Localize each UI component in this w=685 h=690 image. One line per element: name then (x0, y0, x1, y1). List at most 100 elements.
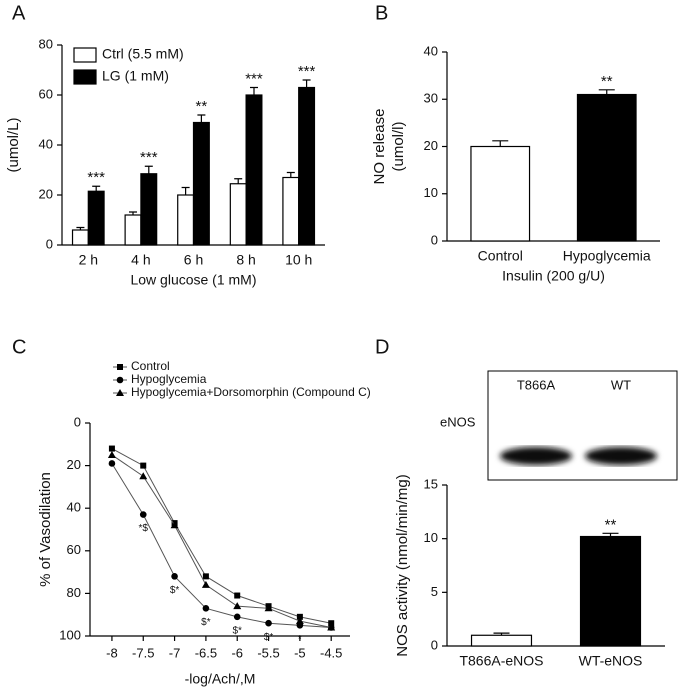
point (202, 605, 210, 612)
y-axis-label: (umol/l) (390, 121, 407, 171)
blot-band (585, 447, 657, 465)
panel-label: A (12, 2, 26, 24)
y-axis-label: NO release (371, 109, 388, 185)
error-bar (602, 532, 619, 537)
x-tick-label: -5.5 (257, 645, 279, 660)
y-tick-label: 20 (424, 138, 438, 153)
point (202, 573, 209, 580)
legend-label: Control (131, 359, 170, 373)
series-line (111, 454, 332, 628)
bar (470, 634, 533, 647)
point (327, 623, 336, 631)
x-axis-label: Insulin (200 g/U) (502, 268, 605, 284)
x-tick-label: -6 (231, 645, 243, 660)
x-tick-label: -7.5 (132, 645, 154, 660)
significance: *** (245, 70, 263, 87)
x-tick-label: -5 (294, 645, 306, 660)
error-bar (302, 79, 311, 88)
bar (140, 173, 158, 246)
x-tick-label: Hypoglycemia (563, 248, 651, 264)
error-bar (286, 171, 295, 178)
y-tick-label: 10 (424, 185, 438, 200)
x-tick-label: -8 (106, 645, 118, 660)
error-bar (76, 226, 85, 230)
significance: *** (87, 169, 105, 186)
legend-swatch (73, 69, 97, 85)
bar (124, 214, 142, 246)
bar (298, 86, 316, 246)
error-bar (197, 114, 206, 123)
y-axis-label: NO release (0, 107, 3, 183)
point (296, 613, 303, 620)
legend-label: Hypoglycemia+Dorsomorphin (Compound C) (131, 385, 371, 399)
point (171, 573, 178, 580)
y-axis-label: % of Vasodilation (37, 472, 54, 587)
panel-label: D (375, 336, 389, 358)
significance: *** (140, 149, 158, 166)
y-tick-label: 10 (424, 530, 438, 545)
bar (229, 183, 247, 246)
x-axis-label: Low glucose (1 mM) (130, 272, 256, 288)
panel-label: C (12, 336, 26, 358)
significance: ** (605, 516, 617, 533)
y-tick-label: 60 (39, 86, 53, 101)
point (116, 389, 124, 396)
error-bar (598, 89, 615, 95)
y-axis-label: NOS activity (nmol/min/mg) (394, 474, 411, 657)
point (295, 617, 304, 625)
error-bar (249, 86, 258, 95)
point (233, 613, 241, 621)
bar (576, 93, 637, 242)
x-tick-label: -7 (169, 645, 181, 660)
blot-band (500, 447, 572, 465)
error-bar (129, 211, 138, 215)
point (117, 364, 123, 370)
error-bar (234, 178, 243, 184)
point (107, 450, 116, 458)
bar (579, 535, 642, 647)
y-tick-label: 30 (424, 91, 438, 106)
bar (87, 190, 105, 246)
point (328, 620, 335, 627)
series-line (111, 463, 332, 628)
y-tick-label: 0 (431, 637, 438, 652)
legend-swatch (73, 47, 97, 63)
bar (177, 194, 195, 246)
point (139, 511, 147, 518)
point (265, 619, 272, 627)
x-tick-label: 10 h (285, 252, 312, 268)
significance: *** (298, 63, 316, 80)
legend-label: LG (1 mM) (102, 68, 169, 84)
significance: *$ (139, 523, 149, 534)
point (108, 460, 116, 467)
point (139, 472, 148, 480)
significance: $* (201, 617, 211, 628)
bar (71, 229, 89, 246)
significance: $* (233, 625, 243, 636)
bar (245, 94, 263, 246)
point (108, 445, 115, 452)
significance: * (298, 634, 302, 645)
point (170, 521, 179, 529)
y-axis-label: (umol/L) (5, 117, 22, 172)
y-tick-label: 100 (59, 627, 81, 642)
y-tick-label: 15 (424, 476, 438, 491)
series-line (111, 448, 332, 624)
significance: ** (601, 73, 613, 90)
y-tick-label: 80 (67, 585, 81, 600)
error-bar (144, 165, 153, 174)
point (140, 462, 147, 469)
y-tick-label: 80 (39, 36, 53, 51)
bar (192, 121, 210, 246)
significance: $* (170, 585, 180, 596)
y-tick-label: 20 (39, 186, 53, 201)
point (116, 376, 124, 384)
y-tick-label: 0 (74, 414, 81, 429)
y-tick-label: 20 (67, 457, 81, 472)
significance: ** (196, 98, 208, 115)
x-tick-label: 8 h (236, 252, 255, 268)
y-tick-label: 5 (431, 584, 438, 599)
bar (282, 176, 300, 246)
x-tick-label: 6 h (184, 252, 203, 268)
